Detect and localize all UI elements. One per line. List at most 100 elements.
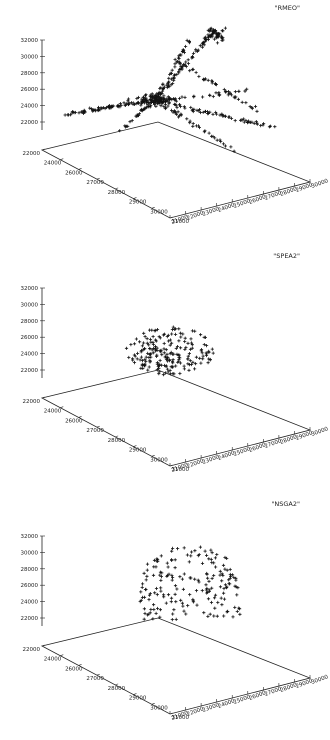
data-point — [143, 107, 147, 111]
data-point — [181, 604, 185, 608]
data-point — [194, 355, 198, 359]
data-point — [233, 90, 237, 94]
y-tick-label: 21000 — [171, 462, 190, 474]
data-point — [225, 568, 229, 572]
data-point — [178, 104, 183, 109]
x-tick — [60, 654, 64, 656]
data-point — [173, 566, 177, 570]
data-point — [141, 348, 145, 352]
data-point — [170, 332, 174, 336]
data-point — [166, 355, 170, 360]
data-point — [157, 372, 161, 376]
data-point — [166, 339, 171, 343]
data-point — [179, 598, 183, 602]
data-point — [220, 112, 224, 117]
data-point — [165, 85, 169, 90]
data-point — [126, 124, 130, 128]
data-point — [205, 553, 209, 557]
data-point — [122, 101, 126, 105]
data-point — [147, 598, 151, 602]
data-point — [142, 571, 146, 575]
data-point — [209, 600, 214, 605]
data-point — [233, 605, 237, 609]
data-point — [170, 573, 174, 577]
data-point — [168, 343, 172, 347]
z-tick-label: 22000 — [21, 368, 39, 374]
data-point — [213, 596, 217, 600]
data-point — [238, 607, 242, 611]
data-point — [167, 85, 171, 89]
data-point — [208, 357, 212, 362]
data-point — [148, 593, 152, 597]
data-point — [203, 35, 207, 39]
data-point — [204, 109, 208, 114]
data-point — [201, 77, 206, 81]
data-point — [202, 40, 206, 44]
x-tick — [115, 683, 119, 686]
data-point — [170, 68, 174, 72]
data-point — [142, 331, 146, 335]
data-point — [165, 359, 170, 363]
data-point — [144, 93, 148, 97]
data-point — [140, 358, 145, 363]
data-point — [197, 125, 201, 130]
data-point — [185, 553, 189, 557]
data-point — [204, 353, 209, 358]
data-point — [148, 592, 152, 596]
x-tick-label: 24000 — [44, 657, 62, 663]
y-tick-label: 24000 — [217, 450, 236, 462]
data-point — [232, 95, 236, 99]
data-point — [215, 41, 220, 45]
data-point — [191, 600, 196, 604]
data-point — [182, 105, 186, 109]
data-point — [166, 565, 170, 569]
data-point — [228, 567, 232, 572]
x-tick-label: 26000 — [65, 666, 83, 672]
data-point — [200, 589, 204, 593]
data-point — [191, 109, 195, 114]
data-point — [156, 606, 160, 611]
data-point — [226, 90, 231, 94]
data-point — [188, 593, 192, 597]
data-point — [142, 363, 146, 367]
data-point — [172, 372, 176, 376]
data-point — [244, 119, 248, 123]
data-point — [175, 587, 179, 591]
data-point — [171, 365, 175, 369]
z-tick-label: 28000 — [21, 71, 39, 77]
data-point — [177, 354, 181, 358]
y-tick-label: 25000 — [233, 446, 252, 458]
data-point — [179, 346, 183, 350]
data-point — [147, 356, 151, 360]
data-point — [152, 558, 157, 562]
data-point — [171, 612, 175, 616]
data-point — [209, 548, 213, 552]
y-tick-label: 23000 — [202, 206, 221, 218]
data-point — [160, 101, 164, 106]
data-point — [153, 591, 157, 595]
data-point — [212, 574, 216, 578]
data-point — [149, 355, 153, 359]
data-point — [218, 569, 222, 573]
data-point — [143, 358, 147, 362]
data-point — [209, 34, 213, 38]
data-point — [179, 335, 183, 339]
data-point — [91, 108, 95, 112]
data-point — [247, 120, 251, 124]
data-point — [160, 353, 164, 357]
data-point — [165, 83, 169, 87]
data-point — [151, 351, 155, 355]
data-point — [219, 34, 223, 38]
data-point — [229, 145, 233, 149]
data-point — [158, 615, 162, 619]
data-point — [145, 337, 149, 341]
data-point — [135, 357, 139, 361]
data-point — [210, 551, 214, 555]
data-point — [117, 103, 121, 107]
data-point — [188, 119, 192, 123]
data-point — [182, 609, 186, 613]
data-point — [80, 110, 84, 114]
data-point — [184, 345, 188, 350]
y-tick-label: 25000 — [233, 198, 252, 210]
y-tick-label: 23000 — [202, 702, 221, 714]
